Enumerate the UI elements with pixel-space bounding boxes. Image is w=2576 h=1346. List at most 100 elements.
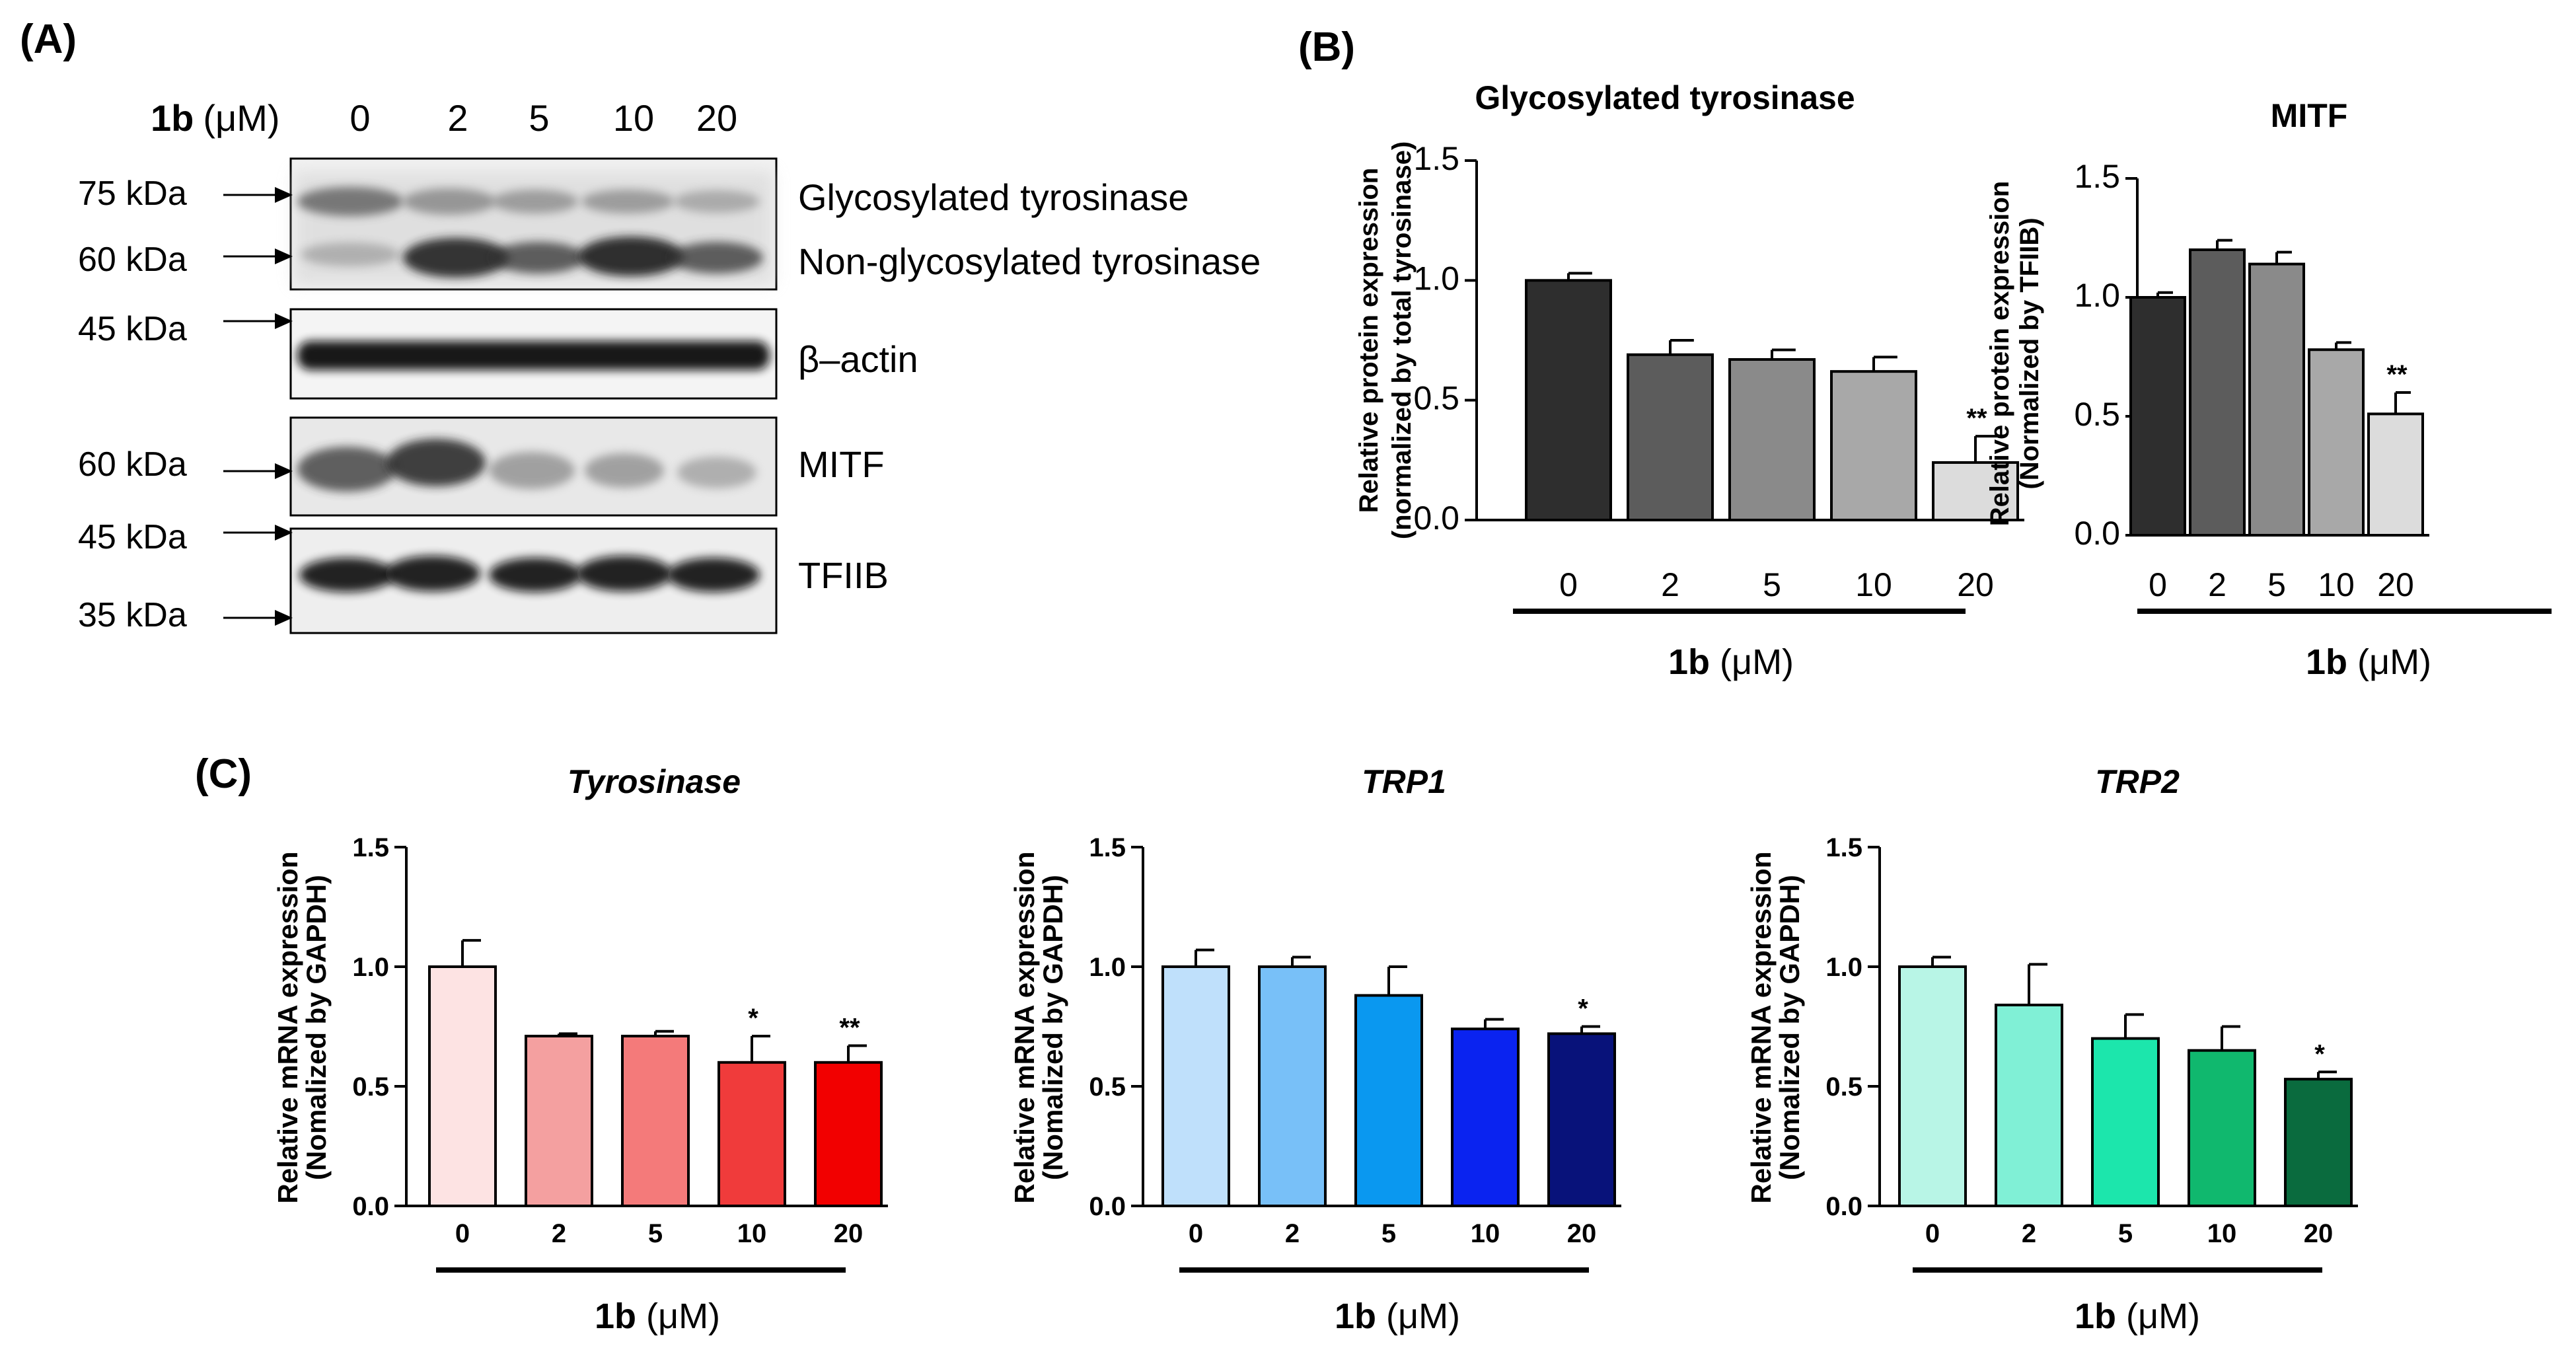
x-tick-label: 2 <box>2022 1219 2036 1248</box>
wb-treatment-compound: 1b <box>151 97 194 139</box>
band-label-mitf: MITF <box>798 443 885 485</box>
chart-title: MITF <box>2271 97 2348 134</box>
significance-marker: * <box>748 1004 758 1033</box>
wb-dose-5: 5 <box>529 97 549 139</box>
blot-beta-actin <box>289 308 778 400</box>
x-tick-label: 5 <box>1763 566 1781 603</box>
bar <box>2129 296 2186 537</box>
x-axis-label-compound: 1b <box>595 1296 636 1336</box>
blot-mitf <box>289 416 778 517</box>
y-tick-label: 1.5 <box>1413 140 1459 177</box>
x-tick-label: 2 <box>552 1219 566 1248</box>
bar <box>525 1034 593 1207</box>
band-label-tfiib: TFIIB <box>798 554 889 596</box>
y-axis-label-normalization: (Nomalized by GAPDH) <box>1037 875 1068 1180</box>
kda-marker-45-bottom: 45 kDa <box>78 518 187 556</box>
y-tick-label: 1.0 <box>1825 953 1862 982</box>
bar <box>1451 1028 1520 1207</box>
chart-title: Glycosylated tyrosinase <box>1475 79 1855 116</box>
bar <box>2188 1049 2256 1207</box>
chart-title: Tyrosinase <box>568 763 741 800</box>
bar <box>1525 279 1612 521</box>
x-tick-label: 0 <box>2149 566 2167 603</box>
significance-marker: * <box>2314 1039 2325 1068</box>
bar <box>1995 1003 2063 1208</box>
y-tick-label: 0.0 <box>1825 1192 1862 1221</box>
x-tick-label: 10 <box>1471 1219 1500 1248</box>
chart-title: TRP1 <box>1362 763 1446 800</box>
x-tick-label: 2 <box>1285 1219 1300 1248</box>
x-tick-label: 0 <box>455 1219 470 1248</box>
kda-marker-45-top: 45 kDa <box>78 310 187 348</box>
x-axis-label-unit: (μM) <box>2347 642 2431 682</box>
bar <box>814 1061 883 1208</box>
x-tick-label: 20 <box>2377 566 2414 603</box>
x-tick-label: 20 <box>2304 1219 2334 1248</box>
y-tick-label: 0.5 <box>1825 1072 1862 1102</box>
y-tick-label: 0.5 <box>352 1072 389 1102</box>
x-tick-label: 0 <box>1925 1219 1940 1248</box>
y-axis-label: Relative mRNA expression <box>1009 852 1040 1204</box>
x-axis-label: 1b (μM) <box>1668 642 1794 682</box>
wb-dose-2: 2 <box>447 97 468 139</box>
bar <box>1354 994 1423 1207</box>
chart-trp1-mrna: TRP1 Relative mRNA expression(Nomalized b… <box>1009 763 1621 1336</box>
kda-marker-60-top: 60 kDa <box>78 241 187 279</box>
y-tick-label: 0.5 <box>1089 1072 1126 1102</box>
x-tick-label: 20 <box>1567 1219 1597 1248</box>
x-tick-label: 2 <box>1661 566 1679 603</box>
bar <box>2284 1078 2353 1208</box>
x-tick-label: 0 <box>1559 566 1578 603</box>
x-tick-label: 0 <box>1189 1219 1203 1248</box>
x-tick-label: 5 <box>648 1219 663 1248</box>
x-tick-label: 10 <box>1855 566 1892 603</box>
y-tick-label: 1.0 <box>2074 277 2120 314</box>
bar <box>1898 965 1967 1207</box>
y-tick-label: 1.5 <box>1825 833 1862 862</box>
significance-marker: ** <box>839 1013 860 1042</box>
bar <box>1830 370 1917 521</box>
y-axis-label-normalization: (Normalized by TFIIB) <box>2015 217 2044 489</box>
blot-tfiib <box>289 527 778 634</box>
bar <box>1728 358 1816 521</box>
panel-label-b: (B) <box>1298 24 1355 70</box>
chart-title: TRP2 <box>2095 763 2180 800</box>
y-tick-label: 1.5 <box>2074 158 2120 195</box>
x-axis-label-unit: (μM) <box>636 1296 720 1336</box>
y-axis-label: Relative protein expression <box>1985 181 2014 526</box>
x-tick-label: 10 <box>2318 566 2355 603</box>
y-axis-label-normalization: (Nomalized by GAPDH) <box>301 875 332 1180</box>
y-axis-label: Relative protein expression <box>1354 168 1383 513</box>
wb-treatment-unit: (μM) <box>203 97 279 139</box>
x-tick-label: 10 <box>2207 1219 2237 1248</box>
y-tick-label: 1.5 <box>352 833 389 862</box>
panel-label-c: (C) <box>195 751 252 797</box>
y-axis-label-normalization: (Nomalized by GAPDH) <box>1774 875 1805 1180</box>
x-tick-label: 5 <box>2118 1219 2133 1248</box>
y-axis-label: Relative mRNA expression <box>272 852 303 1204</box>
x-axis-label: 1b (μM) <box>595 1296 720 1336</box>
y-tick-label: 0.0 <box>1089 1192 1126 1221</box>
y-tick-label: 1.0 <box>1413 260 1459 297</box>
bar <box>1932 461 2019 522</box>
significance-marker: * <box>1578 994 1588 1024</box>
bar <box>621 1034 690 1207</box>
bar <box>1161 965 1230 1207</box>
x-axis-label-compound: 1b <box>2306 642 2347 682</box>
y-tick-label: 0.0 <box>352 1192 389 1221</box>
bar <box>718 1061 786 1208</box>
kda-marker-75: 75 kDa <box>78 174 187 213</box>
panel-label-a: (A) <box>20 17 77 62</box>
bar <box>1627 353 1714 522</box>
x-axis-label: 1b (μM) <box>2075 1296 2200 1336</box>
y-axis-label-normalization: (normalized by total tyrosinase) <box>1387 141 1417 539</box>
band-label-non-glycosylated: Non-glycosylated tyrosinase <box>798 241 1261 282</box>
x-axis-label: 1b (μM) <box>2306 642 2431 682</box>
x-axis-label-unit: (μM) <box>1710 642 1794 682</box>
kda-marker-60-mitf: 60 kDa <box>78 445 187 484</box>
wb-treatment-label: 1b (μM) <box>151 97 280 139</box>
x-axis-label-compound: 1b <box>2075 1296 2116 1336</box>
band-label-beta-actin: β–actin <box>798 338 918 380</box>
blot-tyrosinase <box>289 157 778 291</box>
